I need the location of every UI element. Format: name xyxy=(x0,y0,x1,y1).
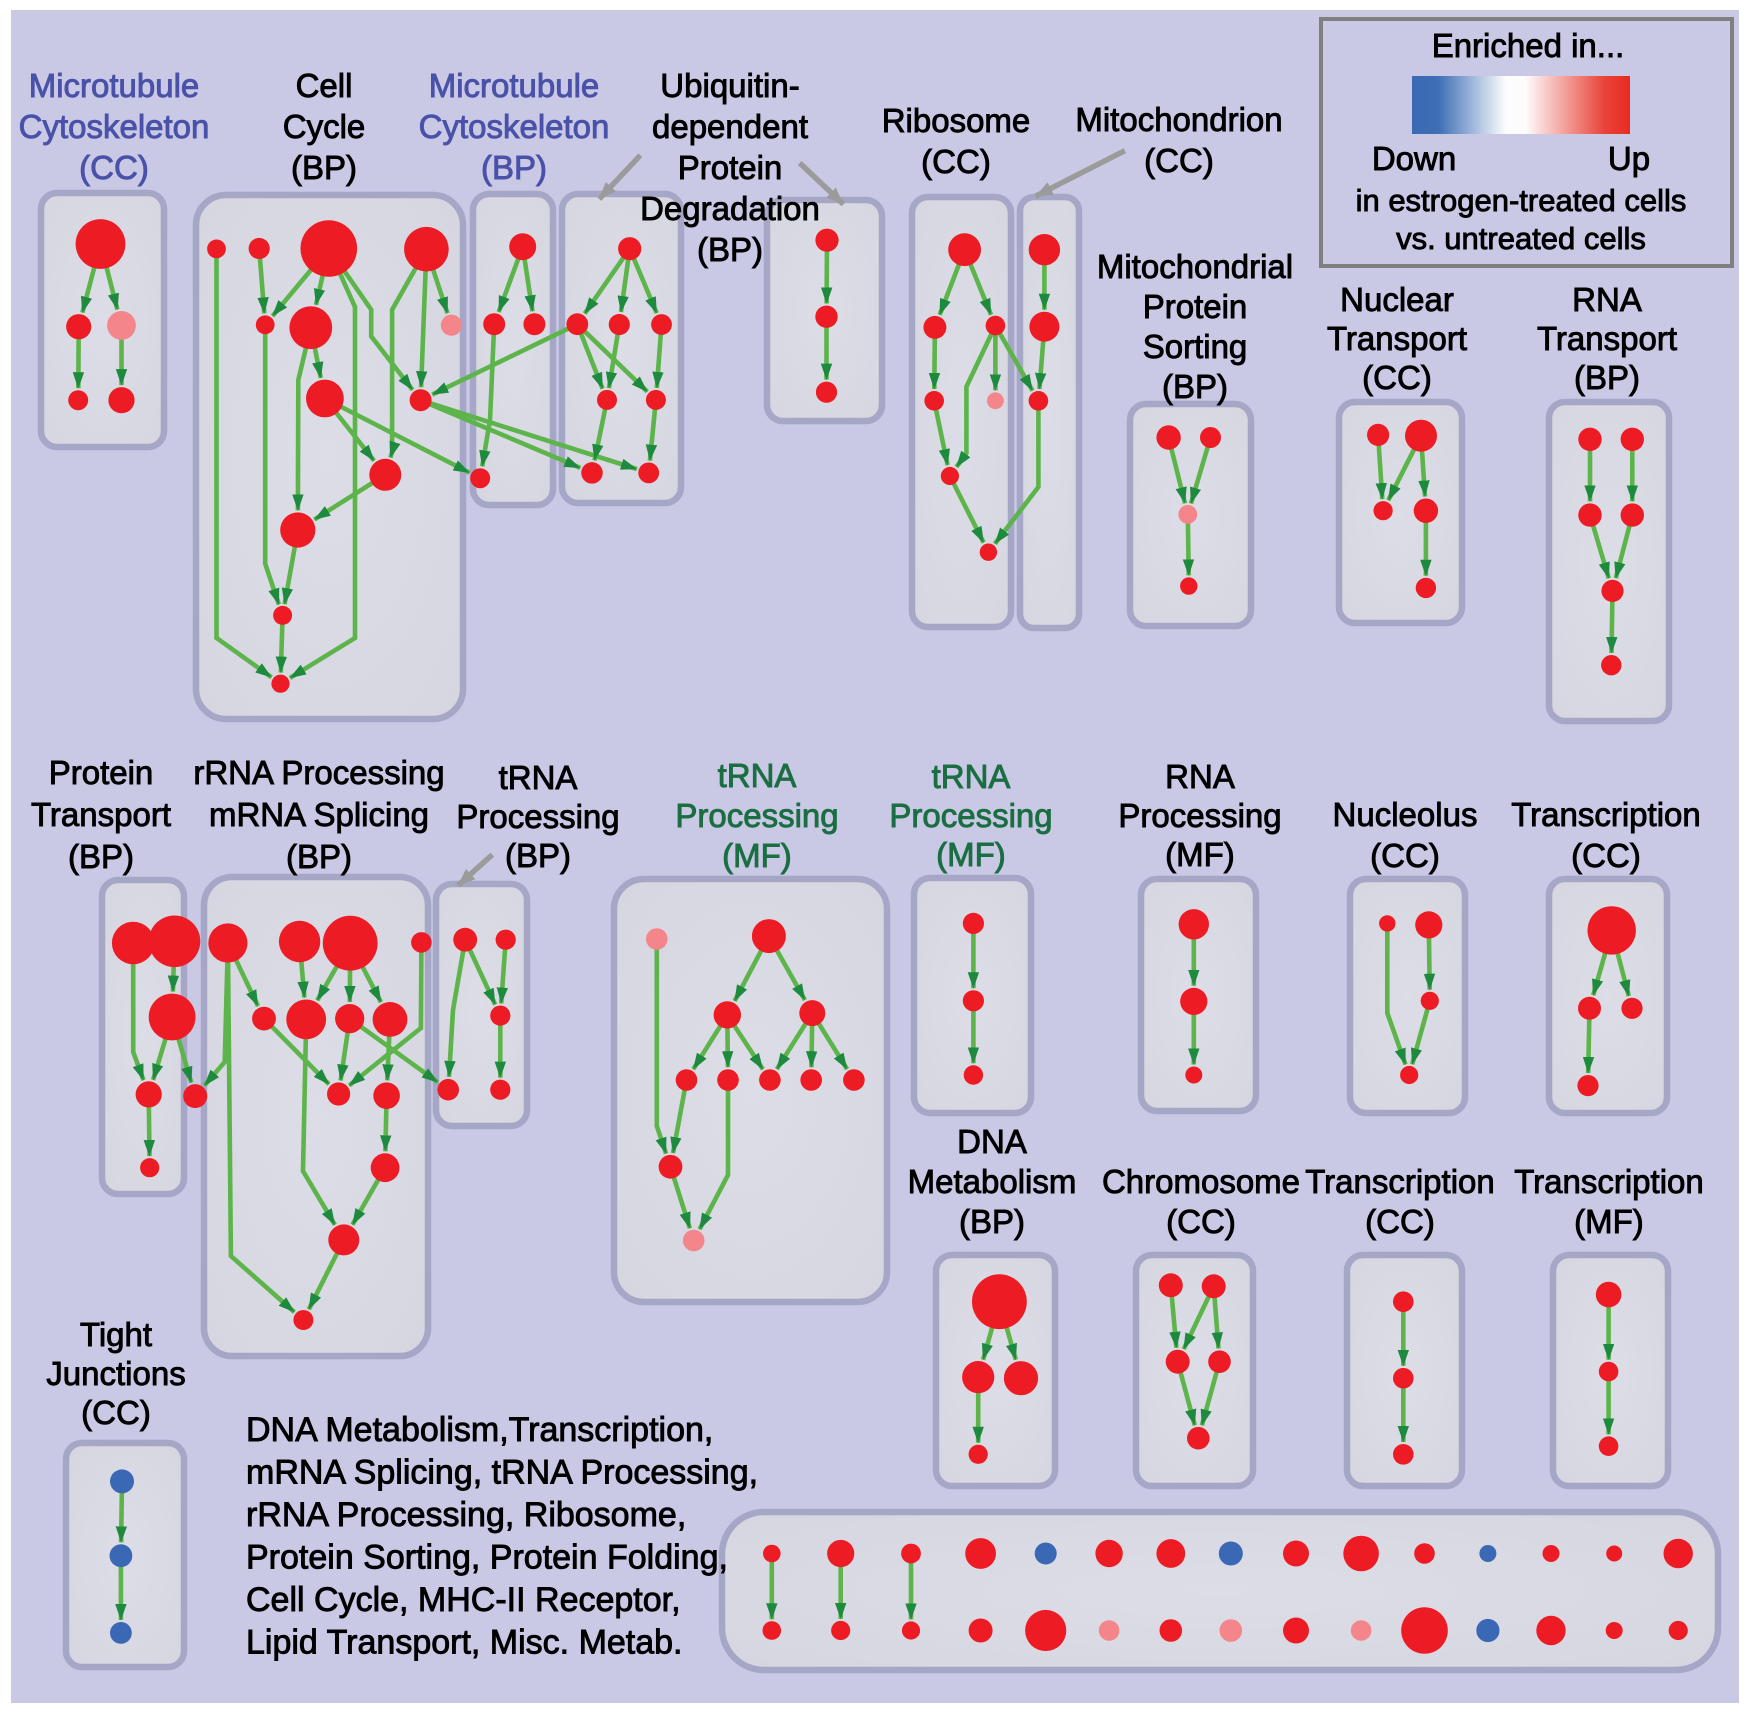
svg-text:rRNA Processing, Ribosome,: rRNA Processing, Ribosome, xyxy=(246,1496,686,1534)
svg-text:Tight: Tight xyxy=(80,1316,152,1353)
svg-text:Protein Sorting, Protein Foldi: Protein Sorting, Protein Folding, xyxy=(246,1539,728,1577)
svg-text:Microtubule: Microtubule xyxy=(29,67,200,104)
svg-text:tRNA: tRNA xyxy=(718,757,797,794)
svg-text:Enriched in...: Enriched in... xyxy=(1432,27,1625,64)
svg-text:Processing: Processing xyxy=(1118,797,1281,834)
svg-text:(CC): (CC) xyxy=(1571,837,1641,874)
svg-text:Mitochondrion: Mitochondrion xyxy=(1075,101,1282,138)
svg-text:Degradation: Degradation xyxy=(640,190,820,227)
svg-text:(BP): (BP) xyxy=(481,149,547,186)
svg-text:(BP): (BP) xyxy=(286,838,352,875)
svg-text:Ribosome: Ribosome xyxy=(882,102,1031,139)
svg-text:Transport: Transport xyxy=(31,796,171,833)
svg-text:Cycle: Cycle xyxy=(283,108,366,145)
svg-text:Cytoskeleton: Cytoskeleton xyxy=(19,108,210,145)
svg-text:(BP): (BP) xyxy=(68,838,134,875)
svg-text:(MF): (MF) xyxy=(1574,1203,1644,1240)
svg-text:Transcription: Transcription xyxy=(1305,1163,1495,1200)
svg-text:Junctions: Junctions xyxy=(46,1355,185,1392)
svg-text:(CC): (CC) xyxy=(1144,142,1214,179)
svg-text:(CC): (CC) xyxy=(1362,359,1432,396)
svg-text:Metabolism: Metabolism xyxy=(908,1163,1077,1200)
svg-text:Up: Up xyxy=(1608,140,1650,177)
svg-text:DNA Metabolism,Transcription,: DNA Metabolism,Transcription, xyxy=(246,1411,713,1449)
svg-text:Lipid Transport, Misc. Metab.: Lipid Transport, Misc. Metab. xyxy=(246,1624,683,1662)
svg-text:(MF): (MF) xyxy=(1165,836,1235,873)
svg-text:mRNA Splicing: mRNA Splicing xyxy=(209,796,429,833)
svg-text:Nucleolus: Nucleolus xyxy=(1333,796,1478,833)
svg-text:mRNA Splicing, tRNA Processing: mRNA Splicing, tRNA Processing, xyxy=(246,1454,758,1492)
svg-text:(BP): (BP) xyxy=(959,1203,1025,1240)
svg-text:Mitochondrial: Mitochondrial xyxy=(1097,248,1293,285)
svg-text:Transcription: Transcription xyxy=(1511,796,1701,833)
svg-text:Nuclear: Nuclear xyxy=(1340,281,1454,318)
svg-text:(BP): (BP) xyxy=(1162,368,1228,405)
svg-text:Chromosome: Chromosome xyxy=(1102,1163,1300,1200)
svg-text:dependent: dependent xyxy=(652,108,808,145)
svg-text:(CC): (CC) xyxy=(1370,837,1440,874)
svg-text:Down: Down xyxy=(1372,140,1456,177)
svg-text:Transport: Transport xyxy=(1327,320,1467,357)
svg-text:Transport: Transport xyxy=(1537,320,1677,357)
svg-text:vs. untreated cells: vs. untreated cells xyxy=(1396,221,1646,256)
svg-text:(CC): (CC) xyxy=(1166,1203,1236,1240)
svg-text:Cell: Cell xyxy=(296,67,353,104)
svg-text:Processing: Processing xyxy=(889,797,1052,834)
svg-text:Ubiquitin-: Ubiquitin- xyxy=(660,67,799,104)
svg-text:Transcription: Transcription xyxy=(1514,1163,1704,1200)
svg-text:(MF): (MF) xyxy=(722,837,792,874)
svg-text:(BP): (BP) xyxy=(505,837,571,874)
svg-text:(BP): (BP) xyxy=(291,149,357,186)
svg-text:Processing: Processing xyxy=(675,797,838,834)
svg-text:(CC): (CC) xyxy=(921,143,991,180)
svg-text:DNA: DNA xyxy=(957,1123,1027,1160)
svg-text:Cell Cycle, MHC-II Receptor,: Cell Cycle, MHC-II Receptor, xyxy=(246,1581,681,1619)
svg-text:Sorting: Sorting xyxy=(1143,328,1248,365)
svg-text:Microtubule: Microtubule xyxy=(429,67,600,104)
svg-text:rRNA Processing: rRNA Processing xyxy=(193,754,444,791)
svg-text:(CC): (CC) xyxy=(1365,1203,1435,1240)
svg-text:Processing: Processing xyxy=(456,798,619,835)
svg-text:Cytoskeleton: Cytoskeleton xyxy=(419,108,610,145)
svg-text:tRNA: tRNA xyxy=(499,759,578,796)
svg-text:(MF): (MF) xyxy=(936,836,1006,873)
svg-text:(CC): (CC) xyxy=(81,1394,151,1431)
svg-text:in estrogen-treated cells: in estrogen-treated cells xyxy=(1356,183,1687,218)
svg-text:Protein: Protein xyxy=(1143,288,1248,325)
svg-text:RNA: RNA xyxy=(1572,281,1642,318)
svg-text:RNA: RNA xyxy=(1165,758,1235,795)
svg-text:(CC): (CC) xyxy=(79,149,149,186)
svg-text:(BP): (BP) xyxy=(697,231,763,268)
svg-text:Protein: Protein xyxy=(49,754,154,791)
svg-text:Protein: Protein xyxy=(678,149,783,186)
svg-text:(BP): (BP) xyxy=(1574,359,1640,396)
svg-text:tRNA: tRNA xyxy=(932,758,1011,795)
